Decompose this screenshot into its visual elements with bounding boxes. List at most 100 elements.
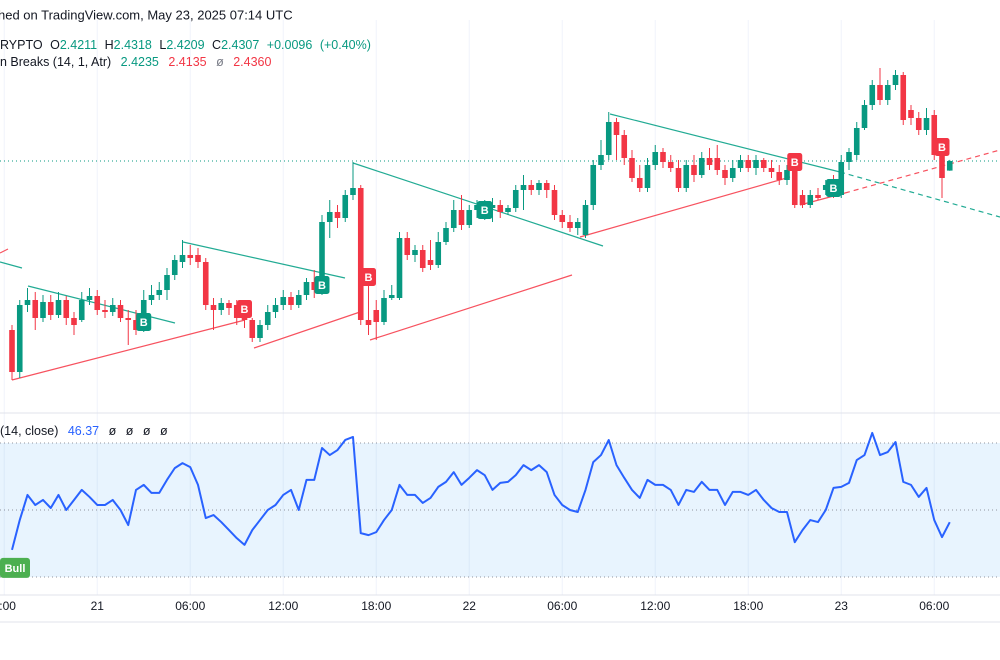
- trend-line: [579, 176, 791, 238]
- signal-tag: [0, 557, 30, 578]
- candle-body: [869, 85, 876, 105]
- candle-body: [450, 210, 457, 228]
- candle-body: [288, 297, 294, 305]
- candle-body: [32, 300, 39, 318]
- candle-body: [202, 262, 209, 305]
- x-tick-label: 12:00: [268, 599, 298, 613]
- trend-line: [182, 241, 346, 279]
- candle-body: [536, 183, 542, 190]
- candle-body: [381, 298, 387, 322]
- candle-body: [171, 260, 178, 275]
- candle-body: [195, 255, 201, 262]
- candle-body: [605, 122, 612, 155]
- ohlc-value: 2.4318: [114, 38, 152, 52]
- signal-label: B: [241, 304, 249, 316]
- candle-body: [644, 165, 651, 188]
- candle-body: [698, 158, 705, 175]
- ohlc-label: H: [105, 38, 114, 52]
- indicator-name: n Breaks (14, 1, Atr): [0, 55, 111, 69]
- x-tick-label: 21: [91, 599, 105, 613]
- candle-body: [567, 222, 573, 228]
- indicator-value: 2.4360: [233, 55, 271, 69]
- ohlc-label: O: [50, 38, 60, 52]
- candle-body: [745, 160, 752, 168]
- candle-body: [582, 205, 589, 235]
- rsi-legend: (14, close) 46.37 ø ø ø ø: [0, 424, 168, 438]
- candle-body: [939, 155, 945, 178]
- candle-body: [109, 305, 116, 312]
- signal-markers: B B B B B B B B: [136, 138, 950, 331]
- change-percent: (+0.40%): [320, 38, 371, 52]
- candle-body: [443, 228, 449, 242]
- candle-body: [729, 168, 736, 178]
- signal-label: B: [938, 142, 946, 154]
- indicator-legend: n Breaks (14, 1, Atr) 2.4235 2.4135 ø 2.…: [0, 55, 271, 69]
- candle-body: [497, 205, 504, 212]
- rsi-na: ø: [109, 424, 117, 438]
- candle-body: [768, 168, 775, 172]
- indicator-value: ø: [216, 55, 224, 69]
- candle-body: [675, 168, 682, 188]
- candle-body: [799, 195, 806, 205]
- candle-body: [404, 238, 411, 255]
- candle-body: [102, 310, 108, 312]
- signal-marker: [360, 268, 376, 286]
- candle-body: [807, 195, 814, 205]
- candle-body: [47, 302, 54, 315]
- candle-body: [334, 212, 341, 218]
- candle-body: [559, 215, 566, 222]
- signal-marker: [477, 201, 493, 219]
- candle-body: [63, 300, 70, 318]
- candle-body: [435, 242, 442, 265]
- candle-body: [233, 305, 240, 318]
- indicator-value: 2.4135: [168, 55, 206, 69]
- candle-body: [427, 260, 434, 265]
- candle-body: [342, 195, 349, 218]
- rsi-line: [11, 431, 951, 551]
- signal-label: B: [830, 183, 838, 195]
- candle-body: [520, 185, 527, 190]
- candle-body: [621, 135, 628, 158]
- candle-body: [861, 105, 868, 128]
- candle-body: [16, 305, 23, 372]
- x-tick-label: 06:00: [175, 599, 205, 613]
- trend-line: [369, 274, 573, 341]
- candle-body: [760, 160, 767, 168]
- ohlc-label: L: [159, 38, 166, 52]
- candle-body: [892, 75, 899, 85]
- candle-body: [737, 160, 744, 168]
- candle-body: [249, 320, 256, 338]
- candle-body: [706, 158, 713, 165]
- candle-body: [350, 188, 356, 195]
- candle-body: [900, 75, 907, 120]
- candle-body: [133, 320, 139, 330]
- tags: Bull: [0, 557, 30, 578]
- x-tick-label: 06:00: [919, 599, 949, 613]
- signal-marker: [825, 179, 841, 197]
- signal-marker: [136, 313, 152, 331]
- rsi-na: ø: [143, 424, 151, 438]
- signal-marker: [787, 153, 803, 171]
- candle-body: [753, 160, 759, 168]
- candle-body: [226, 303, 232, 308]
- signal-marker: [314, 276, 330, 294]
- candle-body: [326, 212, 333, 222]
- ohlc-value: 2.4209: [166, 38, 204, 52]
- candle-body: [853, 128, 860, 155]
- x-tick-label: 06:00: [547, 599, 577, 613]
- candle-body: [846, 152, 852, 162]
- candle-body: [156, 290, 163, 295]
- signal-tag-label: Bull: [5, 563, 26, 575]
- rsi-value: 46.37: [68, 424, 99, 438]
- candle-body: [55, 300, 62, 315]
- trend-line: [0, 261, 23, 269]
- signal-marker: [934, 138, 950, 156]
- candle-body: [24, 300, 31, 305]
- candle-body: [574, 222, 581, 228]
- rsi-name: (14, close): [0, 424, 58, 438]
- signal-label: B: [318, 280, 326, 292]
- candle-body: [931, 115, 938, 155]
- trend-line: [253, 311, 361, 349]
- trend-line: [11, 319, 246, 381]
- candle-body: [466, 210, 473, 225]
